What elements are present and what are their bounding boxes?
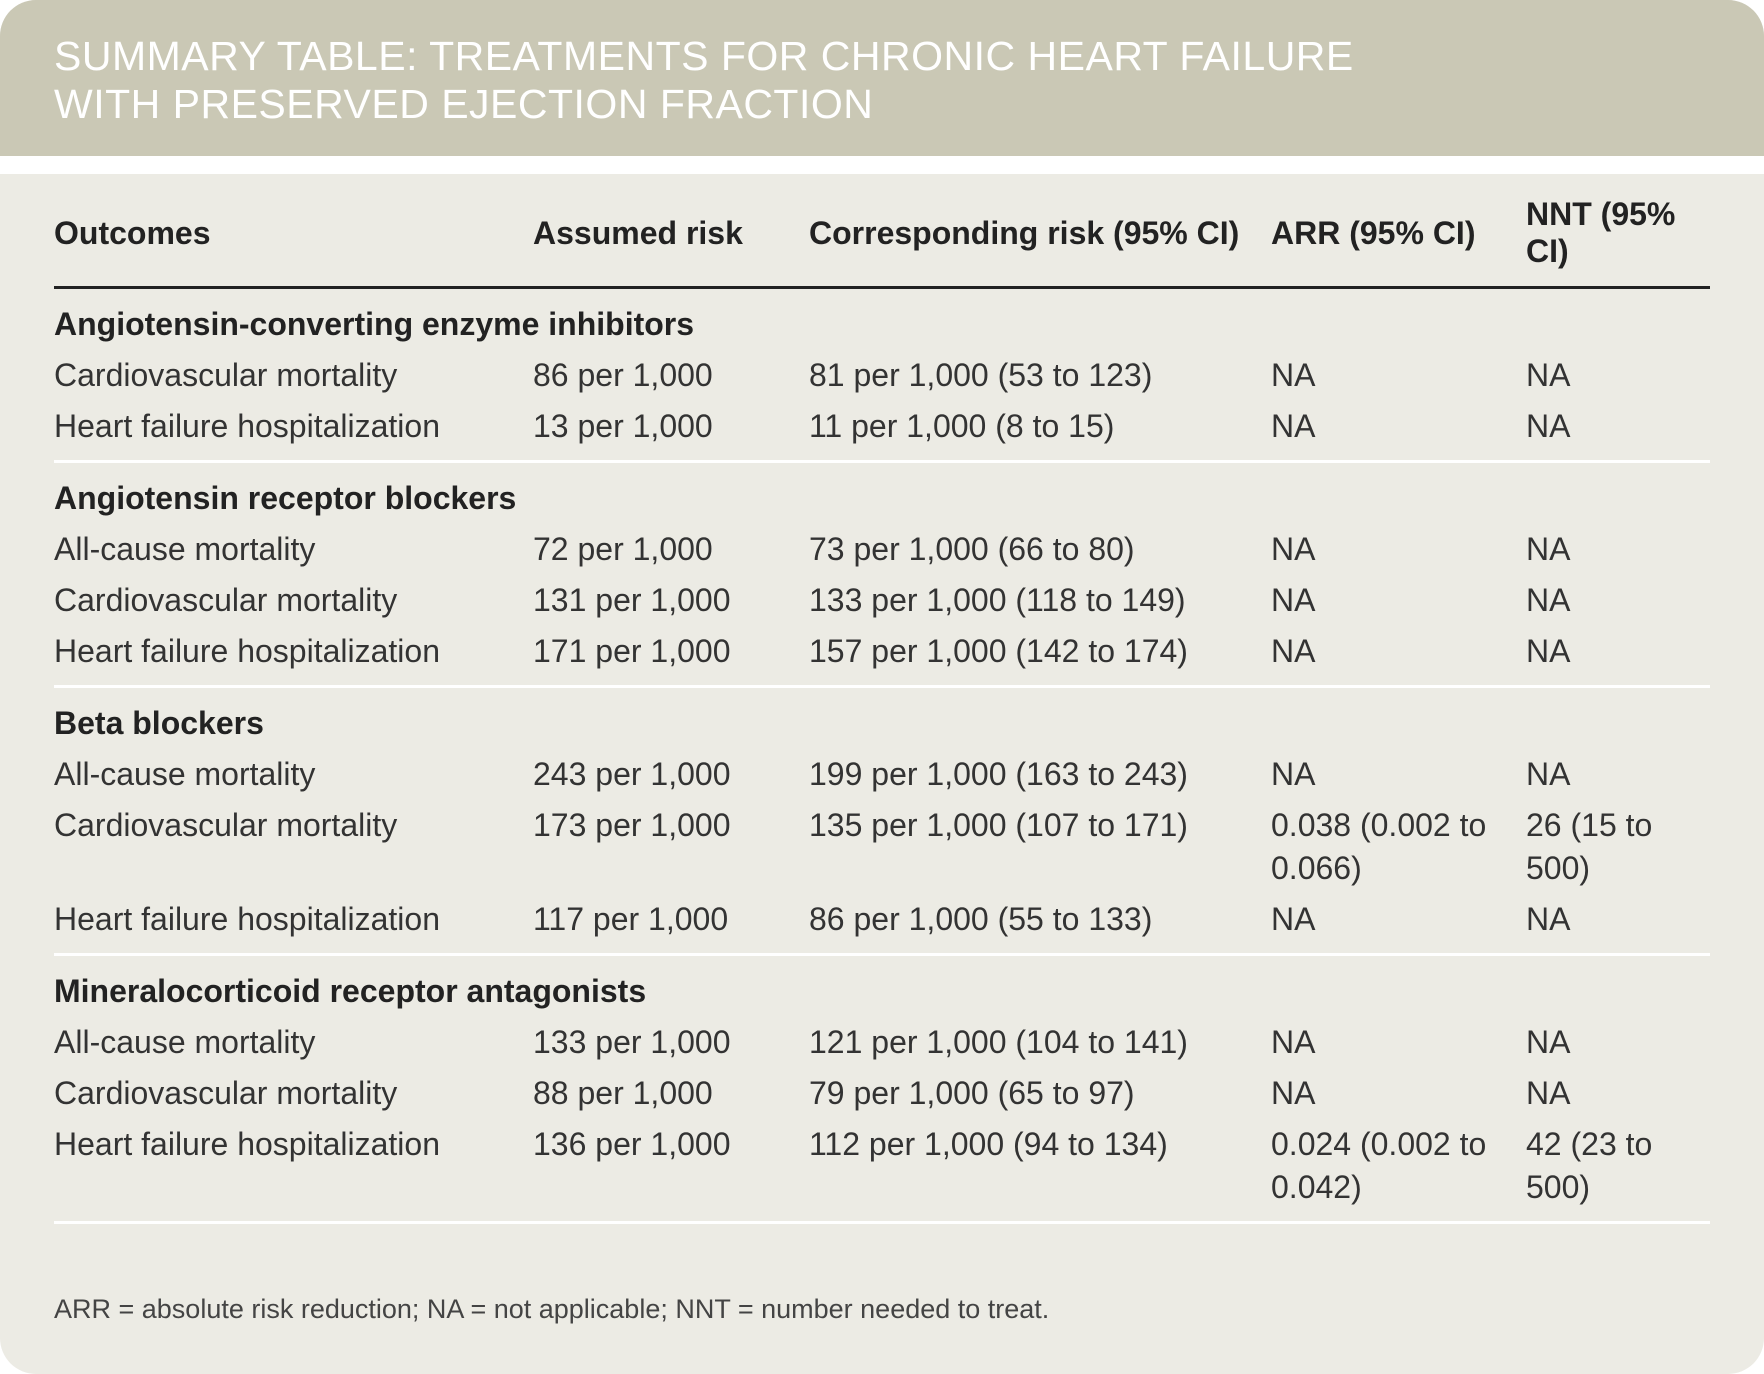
header-row: Outcomes Assumed risk Corresponding risk (… xyxy=(54,196,1710,289)
cell: 11 per 1,000 (8 to 15) xyxy=(809,401,1271,463)
cell: NA xyxy=(1526,626,1710,688)
cell: NA xyxy=(1526,1075,1571,1111)
cell: 0.038 (0.002 to 0.066) xyxy=(1271,807,1487,886)
data-row: All-cause mortality 72 per 1,000 73 per 1,… xyxy=(54,524,1710,575)
cell: Cardiovascular mortality xyxy=(54,1075,398,1111)
column-header: Assumed risk xyxy=(533,196,809,289)
cell: NA xyxy=(1271,756,1316,792)
column-header: NNT (95% CI) xyxy=(1526,196,1710,289)
cell: 117 per 1,000 xyxy=(533,894,809,956)
cell: 42 (23 to 500) xyxy=(1526,1119,1710,1224)
column-header: Corresponding risk (95% CI) xyxy=(809,196,1271,289)
cell: 136 per 1,000 xyxy=(533,1119,809,1224)
cell: NA xyxy=(1271,401,1526,463)
table-body: Angiotensin-converting enzyme inhibitors… xyxy=(54,288,1710,1224)
data-row: All-cause mortality 133 per 1,000 121 per … xyxy=(54,1017,1710,1068)
group-name: Beta blockers xyxy=(54,705,264,741)
cell: 121 per 1,000 (104 to 141) xyxy=(809,1024,1188,1060)
cell: 133 per 1,000 xyxy=(533,1024,731,1060)
cell: All-cause mortality xyxy=(54,1024,316,1060)
data-row: Heart failure hospitalization 117 per 1,0… xyxy=(54,894,1710,956)
cell: Cardiovascular mortality xyxy=(54,807,398,843)
cell: 73 per 1,000 (66 to 80) xyxy=(809,531,1135,567)
group-row: Beta blockers xyxy=(54,687,1710,750)
cell: 79 per 1,000 (65 to 97) xyxy=(809,1075,1135,1111)
cell: 26 (15 to 500) xyxy=(1526,807,1653,886)
cell: 86 per 1,000 (55 to 133) xyxy=(809,894,1271,956)
cell: 243 per 1,000 xyxy=(533,756,731,792)
cell: All-cause mortality xyxy=(54,531,316,567)
cell: NA xyxy=(1526,401,1710,463)
cell: 133 per 1,000 (118 to 149) xyxy=(809,582,1186,618)
cell: NA xyxy=(1271,1024,1316,1060)
cell: NA xyxy=(1526,531,1571,567)
cell: All-cause mortality xyxy=(54,756,316,792)
cell: NA xyxy=(1271,626,1526,688)
cell: 13 per 1,000 xyxy=(533,401,809,463)
data-row: Heart failure hospitalization 171 per 1,0… xyxy=(54,626,1710,688)
data-row: Heart failure hospitalization 136 per 1,0… xyxy=(54,1119,1710,1224)
column-header: Outcomes xyxy=(54,196,533,289)
cell: Heart failure hospitalization xyxy=(54,626,533,688)
group-name: Angiotensin-converting enzyme inhibitors xyxy=(54,306,695,342)
cell: NA xyxy=(1271,531,1316,567)
cell: 171 per 1,000 xyxy=(533,626,809,688)
data-row: Cardiovascular mortality 86 per 1,000 81 p… xyxy=(54,350,1710,401)
title-line: WITH PRESERVED EJECTION FRACTION xyxy=(54,81,874,127)
group-name: Angiotensin receptor blockers xyxy=(54,480,517,516)
data-row: Cardiovascular mortality 131 per 1,000 133… xyxy=(54,575,1710,626)
group-row: Mineralocorticoid receptor antagonists xyxy=(54,955,1710,1018)
table: Outcomes Assumed risk Corresponding risk (… xyxy=(54,196,1710,1224)
cell: NA xyxy=(1526,756,1571,792)
cell: 72 per 1,000 xyxy=(533,531,713,567)
cell: Heart failure hospitalization xyxy=(54,401,533,463)
cell: 88 per 1,000 xyxy=(533,1075,713,1111)
cell: NA xyxy=(1271,357,1316,393)
cell: 86 per 1,000 xyxy=(533,357,713,393)
cell: 81 per 1,000 (53 to 123) xyxy=(809,357,1153,393)
footnote: ARR = absolute risk reduction; NA = not … xyxy=(54,1294,1050,1324)
cell: 199 per 1,000 (163 to 243) xyxy=(809,756,1188,792)
group-row: Angiotensin-converting enzyme inhibitors xyxy=(54,288,1710,351)
column-header: ARR (95% CI) xyxy=(1271,196,1526,289)
cell: 131 per 1,000 xyxy=(533,582,731,618)
cell: NA xyxy=(1271,894,1526,956)
cell: 157 per 1,000 (142 to 174) xyxy=(809,626,1271,688)
cell: Heart failure hospitalization xyxy=(54,1119,533,1224)
cell: NA xyxy=(1526,1024,1571,1060)
group-name: Mineralocorticoid receptor antagonists xyxy=(54,973,647,1009)
cell: Cardiovascular mortality xyxy=(54,582,398,618)
title-line: SUMMARY TABLE: TREATMENTS FOR CHRONIC HE… xyxy=(54,33,1354,79)
cell: 135 per 1,000 (107 to 171) xyxy=(809,807,1188,843)
cell: Heart failure hospitalization xyxy=(54,894,533,956)
data-row: Heart failure hospitalization 13 per 1,00… xyxy=(54,401,1710,463)
cell: NA xyxy=(1526,894,1710,956)
cell: 0.024 (0.002 to 0.042) xyxy=(1271,1119,1526,1224)
header: SUMMARY TABLE: TREATMENTS FOR CHRONIC HE… xyxy=(0,0,1764,174)
group-row: Angiotensin receptor blockers xyxy=(54,462,1710,525)
cell: 112 per 1,000 (94 to 134) xyxy=(809,1119,1271,1224)
cell: NA xyxy=(1526,582,1571,618)
cell: NA xyxy=(1526,357,1571,393)
data-row: Cardiovascular mortality 88 per 1,000 79 p… xyxy=(54,1068,1710,1119)
cell: NA xyxy=(1271,582,1316,618)
cell: 173 per 1,000 xyxy=(533,807,731,843)
cell: Cardiovascular mortality xyxy=(54,357,398,393)
data-row: Cardiovascular mortality 173 per 1,000 135… xyxy=(54,800,1710,894)
data-row: All-cause mortality 243 per 1,000 199 per … xyxy=(54,749,1710,800)
cell: NA xyxy=(1271,1075,1316,1111)
